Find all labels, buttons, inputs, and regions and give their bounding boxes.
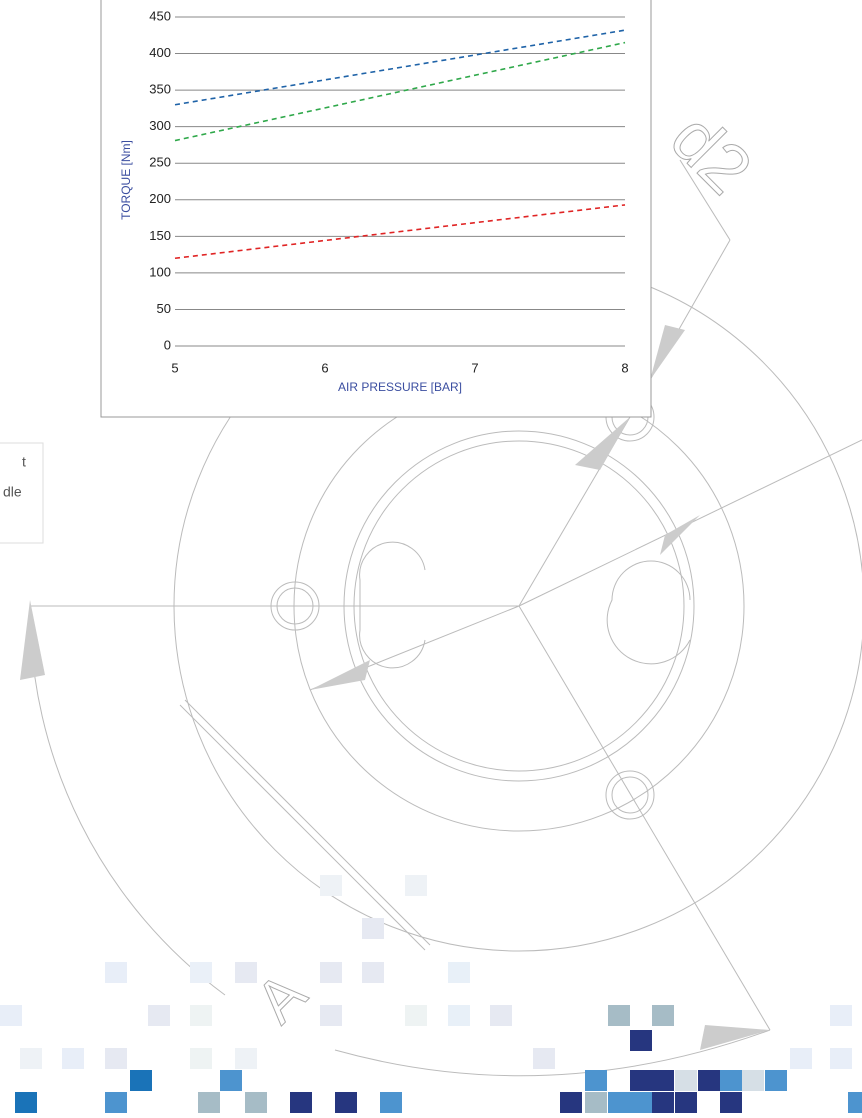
y-tick-label: 250 — [149, 155, 171, 170]
mosaic-tile — [560, 1092, 582, 1113]
mosaic-tile — [320, 1005, 342, 1026]
y-tick-label: 50 — [157, 301, 171, 316]
mosaic-tile — [830, 1005, 852, 1026]
mosaic-tile — [105, 1048, 127, 1069]
mosaic-tile — [585, 1092, 607, 1113]
y-tick-label: 200 — [149, 191, 171, 206]
mosaic-tile — [380, 1092, 402, 1113]
y-tick-label: 350 — [149, 82, 171, 97]
mosaic-tile — [105, 1092, 127, 1113]
mosaic-tile — [148, 1005, 170, 1026]
mosaic-tile — [15, 1092, 37, 1113]
mosaic-tile — [608, 1005, 630, 1026]
y-tick-label: 0 — [164, 337, 171, 352]
mosaic-tile — [362, 918, 384, 939]
side-note: dle — [3, 484, 22, 500]
mosaic-tile — [698, 1070, 720, 1091]
mosaic-tile — [362, 962, 384, 983]
mosaic-tile — [245, 1092, 267, 1113]
y-tick-label: 150 — [149, 228, 171, 243]
mosaic — [0, 875, 862, 1113]
drawing-label: d2 — [656, 99, 766, 209]
mosaic-tile — [652, 1005, 674, 1026]
side-note-box — [0, 442, 44, 544]
mosaic-tile — [190, 1048, 212, 1069]
mosaic-tile — [765, 1070, 787, 1091]
series-line — [174, 41, 626, 142]
side-note: t — [22, 454, 26, 470]
y-tick-label: 100 — [149, 264, 171, 279]
mosaic-tile — [675, 1092, 697, 1113]
chart-frame — [100, 0, 652, 418]
x-tick-label: 5 — [171, 360, 178, 375]
mosaic-tile — [235, 962, 257, 983]
mosaic-tile — [190, 1005, 212, 1026]
mosaic-tile — [720, 1092, 742, 1113]
series-line — [174, 204, 626, 260]
mosaic-tile — [220, 1070, 242, 1091]
mosaic-tile — [720, 1070, 742, 1091]
mosaic-tile — [790, 1048, 812, 1069]
mosaic-tile — [630, 1030, 652, 1051]
mosaic-tile — [533, 1048, 555, 1069]
mosaic-tile — [630, 1092, 652, 1113]
x-axis-title: AIR PRESSURE [BAR] — [338, 380, 462, 394]
mosaic-tile — [190, 962, 212, 983]
mosaic-tile — [830, 1048, 852, 1069]
mosaic-tile — [235, 1048, 257, 1069]
mosaic-tile — [652, 1092, 674, 1113]
mosaic-tile — [608, 1092, 630, 1113]
y-tick-label: 400 — [149, 45, 171, 60]
mosaic-tile — [130, 1070, 152, 1091]
mosaic-tile — [20, 1048, 42, 1069]
series-line — [174, 29, 626, 106]
mosaic-tile — [742, 1070, 764, 1091]
mosaic-tile — [585, 1070, 607, 1091]
mosaic-tile — [675, 1070, 697, 1091]
chart: AIR PRESSURE [BAR] TORQUE [Nm] 0 50 100 150… — [119, 8, 628, 394]
mosaic-tile — [62, 1048, 84, 1069]
mosaic-tile — [335, 1092, 357, 1113]
x-tick-label: 7 — [471, 360, 478, 375]
mosaic-tile — [630, 1070, 652, 1091]
mosaic-tile — [320, 875, 342, 896]
mosaic-tile — [405, 1005, 427, 1026]
mosaic-tile — [448, 962, 470, 983]
mosaic-tile — [198, 1092, 220, 1113]
mosaic-tile — [320, 962, 342, 983]
y-tick-label: 450 — [149, 8, 171, 23]
mosaic-tile — [0, 1005, 22, 1026]
mosaic-tile — [490, 1005, 512, 1026]
y-tick-label: 300 — [149, 118, 171, 133]
mosaic-tile — [290, 1092, 312, 1113]
mosaic-tile — [448, 1005, 470, 1026]
mosaic-tile — [405, 875, 427, 896]
mosaic-tile — [848, 1092, 862, 1113]
y-axis-title: TORQUE [Nm] — [119, 140, 133, 220]
x-tick-label: 8 — [621, 360, 628, 375]
x-tick-label: 6 — [321, 360, 328, 375]
mosaic-tile — [105, 962, 127, 983]
technical-drawing — [20, 159, 862, 1077]
mosaic-tile — [652, 1070, 674, 1091]
